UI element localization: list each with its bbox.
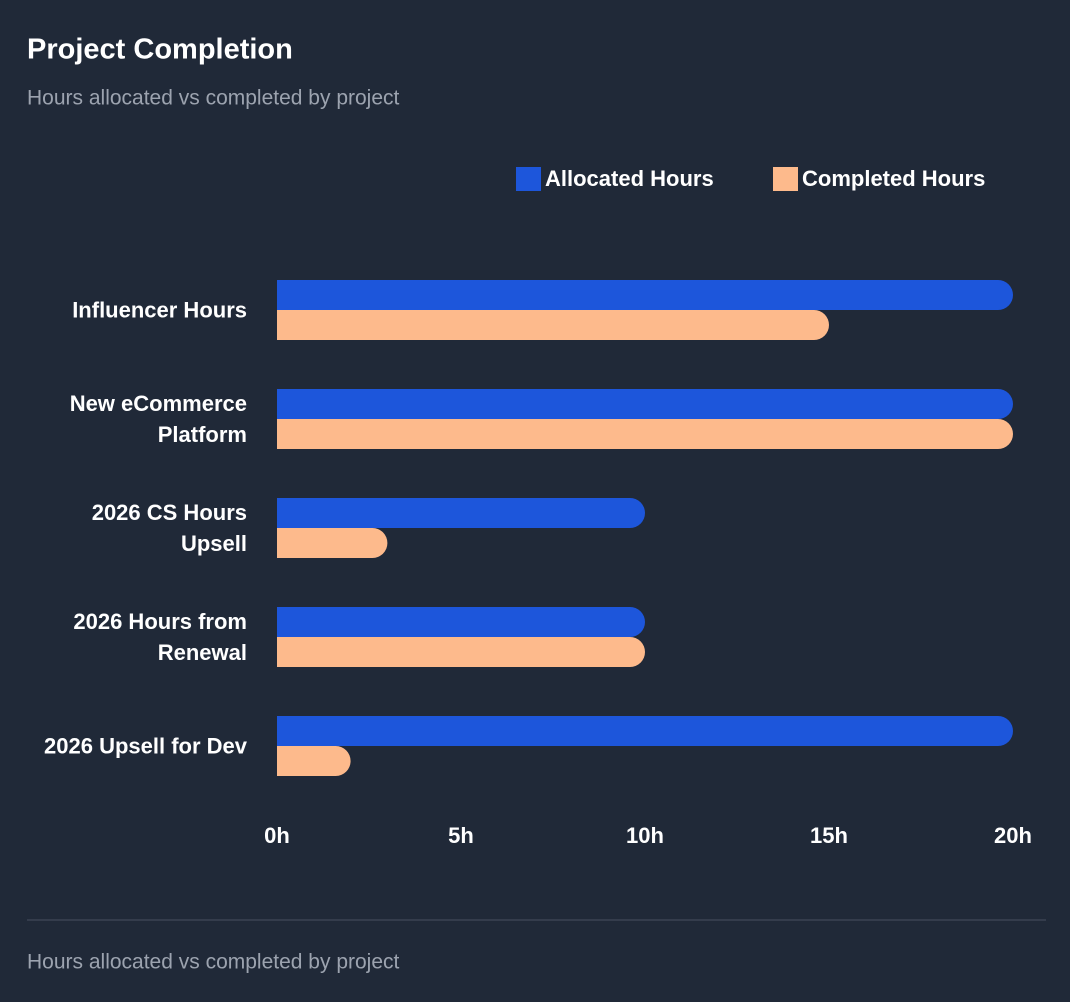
y-tick-label: 2026 Hours from Renewal	[73, 609, 247, 665]
y-tick-label: 2026 Upsell for Dev	[44, 733, 247, 759]
x-tick-label: 0h	[264, 823, 290, 848]
legend-swatch	[773, 167, 798, 191]
y-tick-label: New eCommerce Platform	[69, 391, 247, 447]
legend-swatch	[516, 167, 541, 191]
bar	[277, 716, 1013, 746]
y-tick-label: 2026 CS Hours Upsell	[91, 500, 247, 556]
chart-footer: Hours allocated vs completed by project	[27, 951, 400, 974]
x-tick-label: 10h	[626, 823, 664, 848]
x-tick-label: 20h	[994, 823, 1032, 848]
bar	[277, 746, 351, 776]
x-tick-label: 15h	[810, 823, 848, 848]
bar	[277, 637, 645, 667]
chart-subtitle: Hours allocated vs completed by project	[27, 87, 400, 110]
bar	[277, 528, 388, 558]
bar	[277, 389, 1013, 419]
bar	[277, 498, 645, 528]
x-tick-label: 5h	[448, 823, 474, 848]
y-tick-label: Influencer Hours	[72, 297, 247, 323]
bar	[277, 310, 829, 340]
legend-label: Allocated Hours	[545, 166, 714, 191]
chart-title: Project Completion	[27, 34, 293, 66]
bar	[277, 419, 1013, 449]
bar	[277, 280, 1013, 310]
legend-label: Completed Hours	[802, 166, 985, 191]
bar	[277, 607, 645, 637]
